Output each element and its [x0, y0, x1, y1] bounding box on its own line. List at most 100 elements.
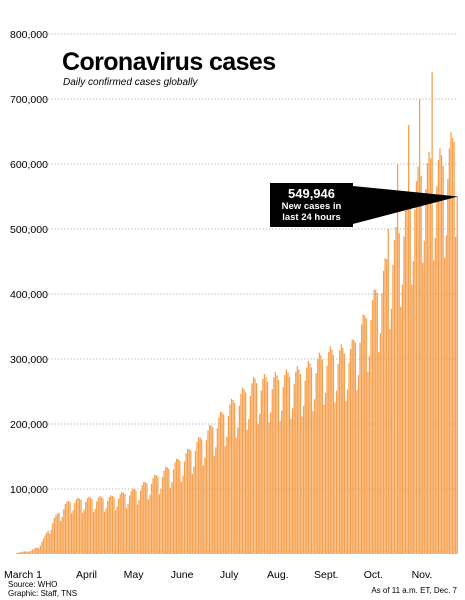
bar — [270, 412, 272, 554]
bar — [290, 418, 292, 554]
y-axis-ticks: 100,000 200,000 300,000 400,000 500,000 600,0… — [10, 29, 48, 496]
y-tick-label: 700,000 — [10, 94, 48, 106]
bar — [298, 369, 300, 554]
bar — [111, 495, 114, 554]
grid-lines — [16, 33, 458, 490]
callout-arrow — [353, 186, 458, 224]
bar — [230, 398, 233, 554]
bar — [25, 551, 27, 554]
bar — [266, 381, 269, 554]
bar — [212, 427, 214, 554]
bar — [288, 376, 291, 554]
bar — [412, 261, 414, 554]
bar — [271, 389, 273, 554]
bar — [255, 383, 258, 554]
bar — [406, 196, 408, 554]
bar — [180, 482, 182, 554]
bar — [226, 436, 228, 554]
bar — [318, 352, 320, 554]
bar — [55, 514, 57, 554]
bar — [389, 329, 391, 554]
bar — [157, 476, 159, 554]
bar — [407, 125, 410, 554]
bar — [409, 204, 411, 554]
bar — [392, 264, 394, 554]
bar — [27, 551, 29, 554]
latest-value-callout: 549,946 New cases in last 24 hours — [270, 183, 353, 227]
bar — [154, 474, 156, 554]
bar — [74, 503, 76, 554]
bar — [176, 458, 178, 554]
bar — [163, 470, 165, 554]
bar — [31, 549, 34, 554]
bar — [89, 497, 92, 554]
bar — [304, 380, 306, 554]
bar — [263, 373, 266, 554]
bar — [346, 389, 349, 554]
x-axis-ticks: March 1 April May June July Aug. Sept. Oct. Nov. — [4, 569, 432, 581]
bar — [41, 541, 43, 554]
bar — [75, 499, 77, 554]
bar — [139, 490, 142, 554]
bar — [444, 257, 446, 554]
bar — [257, 423, 259, 554]
bar — [411, 284, 413, 554]
bar — [423, 240, 425, 554]
bar — [238, 405, 240, 554]
bar — [386, 259, 388, 554]
bar — [375, 289, 377, 554]
bar — [85, 502, 87, 554]
bar — [102, 498, 104, 554]
bar — [125, 507, 128, 554]
bar — [277, 379, 280, 554]
bar — [404, 210, 407, 555]
bar — [262, 378, 264, 554]
bar — [428, 151, 430, 554]
bar — [186, 448, 189, 554]
bar — [174, 462, 176, 554]
bar — [357, 375, 360, 554]
bar — [158, 494, 161, 554]
bar — [50, 529, 52, 554]
y-tick-label: 200,000 — [10, 419, 48, 431]
bar — [447, 179, 449, 555]
bar — [302, 405, 305, 554]
x-tick-label: April — [76, 569, 97, 581]
bar — [339, 350, 341, 554]
bar — [23, 551, 26, 554]
bar — [132, 488, 134, 554]
bar — [306, 367, 308, 554]
bar — [246, 429, 248, 554]
bar — [215, 447, 217, 554]
bar — [121, 492, 123, 554]
bar — [276, 375, 278, 554]
bar — [17, 552, 19, 554]
bar — [433, 260, 435, 554]
bar — [431, 71, 433, 554]
bar — [78, 498, 81, 554]
bar — [354, 342, 356, 554]
bar — [221, 412, 223, 554]
bar — [329, 346, 331, 554]
bar — [251, 383, 253, 554]
bar — [295, 371, 297, 554]
bar — [337, 363, 339, 554]
bar — [334, 402, 336, 554]
y-tick-label: 100,000 — [10, 484, 48, 496]
bar — [138, 500, 140, 554]
bar — [301, 416, 303, 554]
x-tick-label: March 1 — [4, 569, 42, 581]
bar — [119, 494, 121, 554]
bar — [293, 384, 295, 554]
bar — [96, 501, 98, 554]
bar — [143, 482, 145, 554]
bar — [232, 400, 234, 554]
bar — [285, 369, 288, 554]
bar — [88, 496, 90, 554]
bar — [365, 318, 367, 554]
bar — [455, 236, 457, 555]
bar — [340, 344, 342, 554]
bar — [328, 352, 330, 554]
chart-title: Coronavirus cases — [62, 48, 276, 76]
bar — [395, 226, 397, 554]
